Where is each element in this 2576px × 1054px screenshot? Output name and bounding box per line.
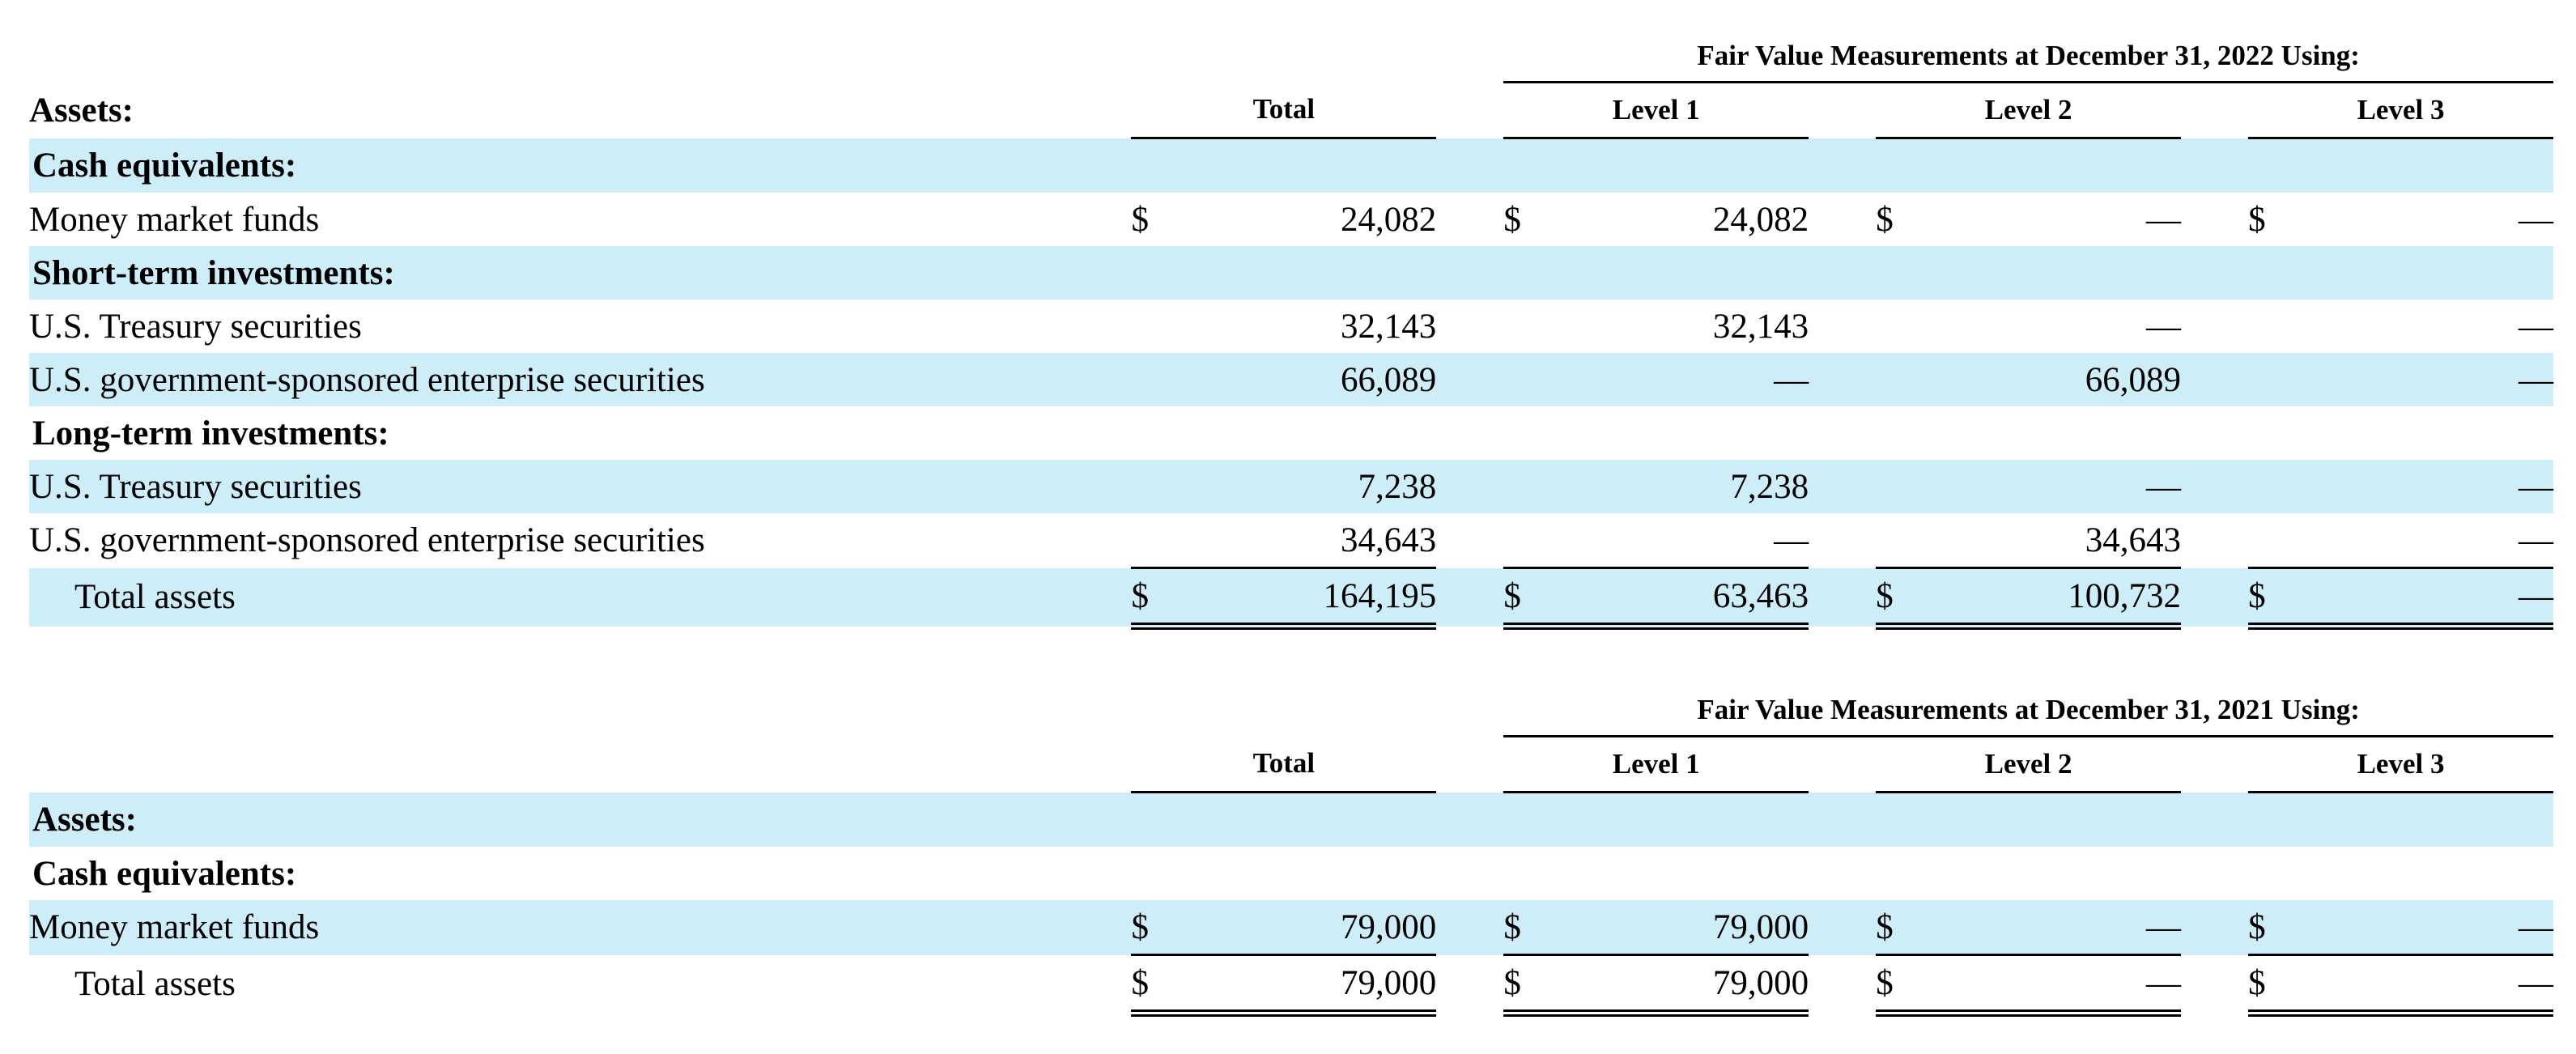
currency-symbol: $ (1131, 954, 1170, 1017)
currency-symbol: $ (1503, 900, 1541, 956)
fair-value-header-2022: Fair Value Measurements at December 31, … (1503, 31, 2553, 83)
col-header-total: Total (1131, 736, 1437, 793)
row-label: U.S. government-sponsored enterprise sec… (29, 521, 705, 560)
value-level1: 32,143 (1712, 307, 1809, 346)
table-row: Short-term investments: (29, 246, 2553, 300)
value-level1: — (1541, 353, 1809, 406)
value-level3: — (2285, 954, 2553, 1017)
section-label: Long-term investments: (32, 414, 389, 453)
value-level2: — (1913, 460, 2181, 513)
value-level3: — (2519, 200, 2553, 239)
row-label: Total assets (29, 567, 1132, 627)
fair-value-header-2021: Fair Value Measurements at December 31, … (1503, 685, 2553, 737)
table-row: U.S. government-sponsored enterprise sec… (29, 513, 2553, 569)
value-total: 7,238 (1169, 460, 1437, 513)
table-row: Cash equivalents: (29, 138, 2553, 193)
currency-symbol: $ (1876, 200, 1894, 239)
currency-symbol: $ (2248, 954, 2286, 1017)
col-header-total: Total (1131, 82, 1437, 139)
header-span-row: Fair Value Measurements at December 31, … (29, 31, 2553, 83)
value-level1: 7,238 (1541, 460, 1809, 513)
value-level3: — (2285, 353, 2553, 406)
currency-symbol: $ (1131, 200, 1149, 239)
value-total: 32,143 (1341, 307, 1437, 346)
total-row: Total assets $ 164,195 $ 63,463 $ 100,73… (29, 567, 2553, 630)
table-row: Money market funds $ 24,082 $ 24,082 $ —… (29, 193, 2553, 246)
value-total: 79,000 (1169, 954, 1437, 1017)
section-label: Cash equivalents: (32, 854, 297, 893)
currency-symbol: $ (1503, 954, 1541, 1017)
value-level1: 63,463 (1541, 567, 1809, 630)
value-total: 79,000 (1169, 900, 1437, 956)
row-label: Money market funds (29, 900, 1132, 955)
value-level2: — (2146, 307, 2181, 346)
value-total: 66,089 (1169, 353, 1437, 406)
assets-heading: Assets: (29, 91, 134, 130)
col-header-level3: Level 3 (2248, 82, 2553, 139)
row-label: Total assets (74, 965, 236, 1003)
section-label: Cash equivalents: (29, 138, 1132, 193)
section-label: Assets: (29, 792, 1132, 847)
value-level3: — (2285, 900, 2553, 956)
value-level2: — (1913, 954, 2181, 1017)
value-total: 34,643 (1169, 513, 1437, 569)
currency-symbol: $ (1131, 567, 1170, 630)
table-row: Long-term investments: (29, 406, 2553, 460)
table-row: U.S. Treasury securities 32,143 32,143 —… (29, 300, 2553, 353)
table-row: Money market funds $ 79,000 $ 79,000 $ —… (29, 900, 2553, 956)
value-level1: 24,082 (1712, 200, 1809, 239)
col-header-level2: Level 2 (1876, 82, 2181, 139)
currency-symbol: $ (1876, 900, 1914, 956)
table-row: U.S. government-sponsored enterprise sec… (29, 353, 2553, 406)
table-row: U.S. Treasury securities 7,238 7,238 — — (29, 460, 2553, 513)
currency-symbol: $ (1876, 954, 1914, 1017)
value-level2: 34,643 (1913, 513, 2181, 569)
value-total: 164,195 (1169, 567, 1437, 630)
currency-symbol: $ (2248, 200, 2266, 239)
value-level3: — (2285, 460, 2553, 513)
value-level3: — (2285, 567, 2553, 630)
row-label: U.S. government-sponsored enterprise sec… (29, 353, 1132, 406)
section-label: Short-term investments: (29, 246, 1132, 300)
value-level2: — (2146, 200, 2181, 239)
fair-value-table-2021: Fair Value Measurements at December 31, … (29, 685, 2553, 1017)
header-span-row: Fair Value Measurements at December 31, … (29, 685, 2553, 737)
fair-value-table-2022: Fair Value Measurements at December 31, … (29, 31, 2553, 630)
currency-symbol: $ (2248, 567, 2286, 630)
currency-symbol: $ (1876, 567, 1914, 630)
row-label: Money market funds (29, 200, 320, 239)
value-level3: — (2285, 513, 2553, 569)
value-total: 24,082 (1341, 200, 1437, 239)
currency-symbol: $ (1503, 567, 1541, 630)
value-level1: 79,000 (1541, 900, 1809, 956)
row-label: U.S. Treasury securities (29, 307, 362, 346)
value-level1: — (1541, 513, 1809, 569)
column-header-row: Assets: Total Level 1 Level 2 Level 3 (29, 82, 2553, 139)
col-header-level1: Level 1 (1503, 82, 1809, 139)
value-level2: 66,089 (1913, 353, 2181, 406)
value-level1: 79,000 (1541, 954, 1809, 1017)
table-row: Cash equivalents: (29, 847, 2553, 900)
column-header-row: Total Level 1 Level 2 Level 3 (29, 736, 2553, 793)
value-level2: — (1913, 900, 2181, 956)
row-label: U.S. Treasury securities (29, 460, 1132, 513)
currency-symbol: $ (1503, 200, 1521, 239)
col-header-level1: Level 1 (1503, 736, 1809, 793)
table-row: Assets: (29, 792, 2553, 847)
total-row: Total assets $ 79,000 $ 79,000 $ — $ — (29, 954, 2553, 1017)
value-level3: — (2519, 307, 2553, 346)
currency-symbol: $ (2248, 900, 2286, 956)
value-level2: 100,732 (1913, 567, 2181, 630)
col-header-level3: Level 3 (2248, 736, 2553, 793)
currency-symbol: $ (1131, 900, 1170, 956)
col-header-level2: Level 2 (1876, 736, 2181, 793)
